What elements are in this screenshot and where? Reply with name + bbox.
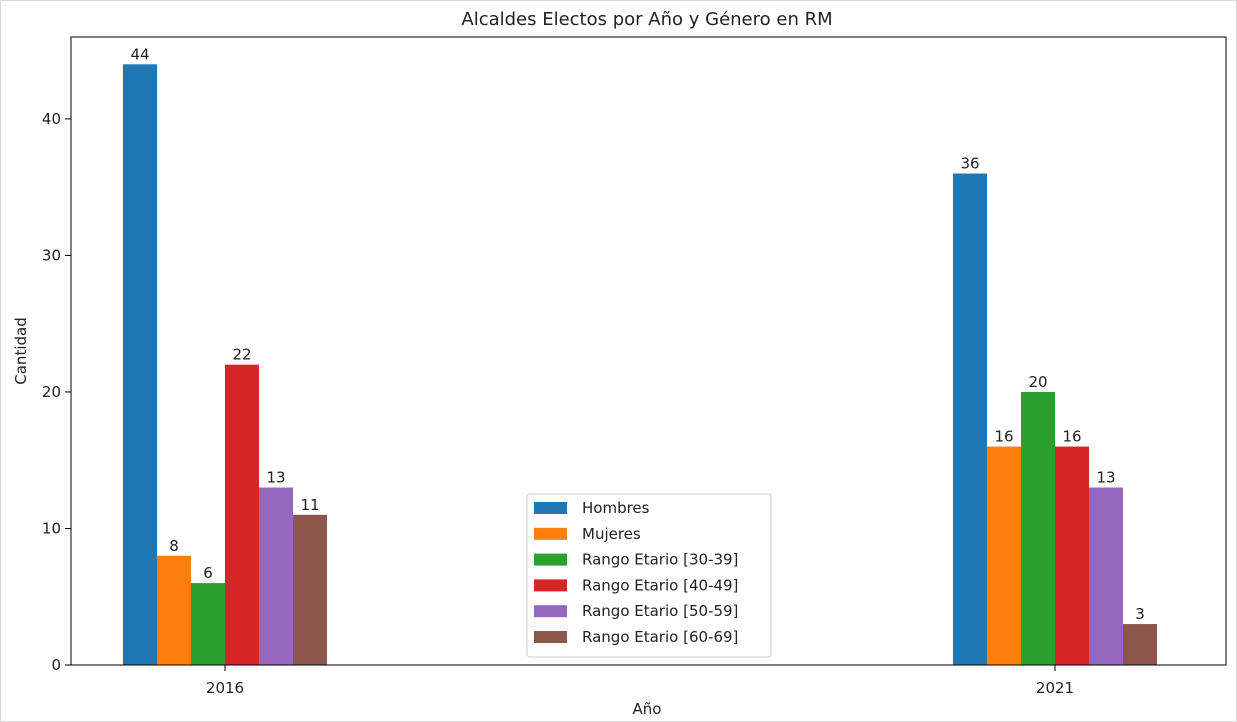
bar-2021-series-2: [1021, 391, 1055, 665]
bar-2016-series-1: [157, 555, 191, 665]
y-tick-label: 10: [42, 519, 61, 537]
legend-box: [526, 493, 772, 658]
legend-swatch: [534, 553, 567, 566]
y-axis: 0 10 20 30 40: [42, 110, 71, 674]
bar-value-label: 36: [960, 155, 979, 173]
bar-value-label: 22: [232, 346, 251, 364]
legend-swatch: [534, 631, 567, 643]
legend-label: Rango Etario [60-69]: [582, 628, 738, 646]
plot-area-border: [70, 36, 1227, 666]
bar-value-label: 6: [203, 564, 213, 582]
bar-value-label: 20: [1028, 373, 1047, 391]
bar-2016-series-5: [293, 514, 327, 665]
chart-title: Alcaldes Electos por Año y Género en RM: [461, 9, 832, 30]
bar-2016-series-0: [123, 64, 157, 666]
legend: Hombres Mujeres Rango Etario [30-39] Rango …: [526, 493, 772, 658]
bar-labels-group: 44 36 8 16 6 20 22 16 13 13 11 3: [130, 45, 1144, 623]
bar-2016-series-2: [191, 583, 225, 665]
bars-group: [123, 64, 1157, 666]
bar-2021-series-3: [1055, 446, 1089, 665]
bar-value-label: 13: [1096, 469, 1115, 487]
bar-value-label: 13: [266, 469, 285, 487]
bar-2016-series-3: [225, 364, 259, 665]
y-tick-label: 20: [42, 383, 61, 401]
y-tick-label: 30: [42, 246, 61, 264]
bar-2021-series-5: [1123, 624, 1157, 665]
legend-label: Hombres: [582, 499, 650, 517]
legend-swatch: [534, 502, 567, 514]
legend-swatch: [534, 579, 567, 592]
x-axis-label: Año: [633, 700, 662, 718]
y-tick-label: 0: [51, 656, 61, 674]
legend-label: Rango Etario [40-49]: [582, 576, 738, 594]
legend-label: Rango Etario [30-39]: [582, 551, 738, 569]
y-tick-label: 40: [42, 110, 61, 128]
bar-2021-series-0: [953, 173, 987, 666]
bar-2016-series-4: [259, 487, 293, 665]
x-axis: 2016 2021: [206, 665, 1074, 697]
legend-label: Mujeres: [582, 525, 641, 543]
bar-2021-series-4: [1089, 487, 1123, 665]
bar-value-label: 8: [169, 537, 179, 555]
legend-label: Rango Etario [50-59]: [582, 602, 738, 620]
bar-value-label: 3: [1135, 605, 1145, 623]
y-axis-label: Cantidad: [12, 317, 30, 384]
legend-swatch: [534, 527, 567, 540]
bar-value-label: 16: [1062, 428, 1081, 446]
bar-value-label: 44: [130, 45, 149, 63]
bar-value-label: 11: [300, 496, 319, 514]
x-tick-label: 2021: [1036, 679, 1074, 697]
bar-2021-series-1: [987, 446, 1021, 665]
bar-value-label: 16: [994, 428, 1013, 446]
x-tick-label: 2016: [206, 679, 244, 697]
legend-swatch: [534, 605, 567, 618]
